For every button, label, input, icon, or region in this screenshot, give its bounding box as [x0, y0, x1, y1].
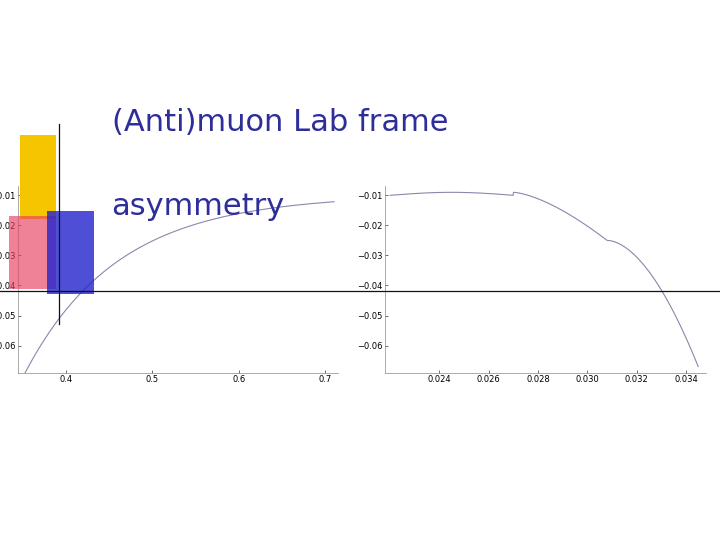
- Text: asymmetry: asymmetry: [112, 192, 285, 221]
- Text: (Anti)muon Lab frame: (Anti)muon Lab frame: [112, 108, 448, 137]
